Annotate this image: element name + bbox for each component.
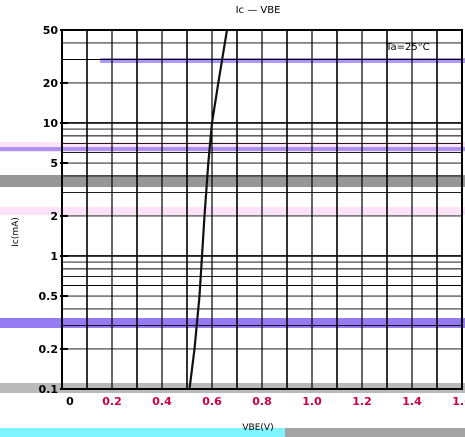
y-tick-label: 0.5: [39, 290, 59, 303]
y-tick-label: 10: [43, 117, 59, 130]
artifact-bands: [0, 58, 465, 437]
x-tick-label: 1.4: [402, 395, 422, 408]
x-tick-label: 0: [66, 395, 74, 408]
y-tick-label: 2: [50, 210, 58, 223]
x-tick-label: 1.0: [302, 395, 322, 408]
x-tick-label: 1.6: [452, 395, 465, 408]
ic-vbe-curve: [188, 29, 229, 390]
artifact-band: [100, 58, 465, 63]
artifact-band: [0, 175, 465, 187]
temperature-annotation: Ta=25°C: [385, 42, 430, 53]
artifact-band: [0, 207, 465, 215]
artifact-band: [285, 428, 465, 437]
y-tick-label: 0.1: [39, 383, 59, 396]
chart-title: Ic — VBE: [236, 5, 281, 16]
artifact-band: [0, 318, 465, 328]
artifact-band: [0, 142, 465, 152]
x-tick-label: 0.6: [202, 395, 222, 408]
x-tick-label: 0.2: [102, 395, 122, 408]
artifact-band: [0, 428, 285, 437]
y-tick-label: 1: [50, 250, 58, 263]
y-tick-label: 20: [43, 77, 59, 90]
x-tick-label: 0.4: [152, 395, 172, 408]
x-tick-label: 1.2: [352, 395, 372, 408]
x-axis-label: VBE(V): [242, 423, 273, 433]
x-tick-labels: 0 0.2 0.4 0.6 0.8 1.0 1.2 1.4 1.6: [66, 395, 465, 408]
y-tick-labels: 50 20 10 5 2 1 0.5 0.2 0.1: [39, 24, 68, 396]
grid-lines: [62, 30, 462, 389]
y-tick-label: 0.2: [39, 343, 59, 356]
x-tick-label: 0.8: [252, 395, 272, 408]
plot-frame: [61, 29, 463, 390]
y-axis-label: Ic(mA): [11, 217, 21, 247]
y-tick-label: 5: [50, 157, 58, 170]
y-tick-label: 50: [43, 24, 59, 37]
